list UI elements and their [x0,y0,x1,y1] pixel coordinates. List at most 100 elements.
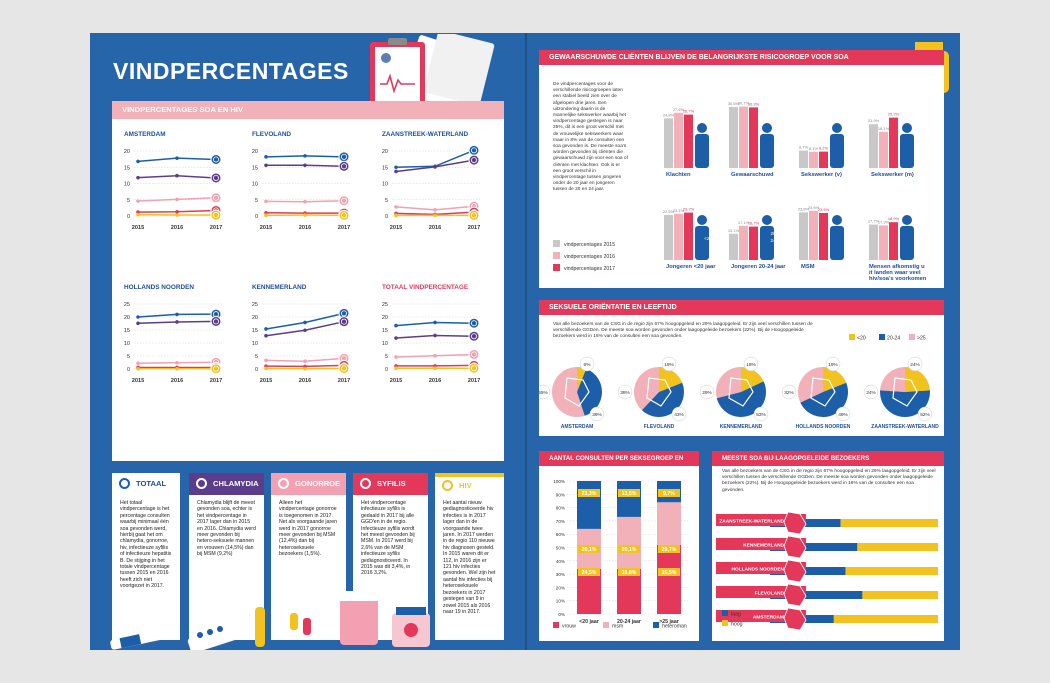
data-point-totaal [136,315,140,319]
pie-slice [716,367,741,399]
pie-value-label: 18% [746,362,756,368]
data-point-gonorroe [136,199,140,203]
y-tick-label: 70% [556,519,565,524]
region-label-bg [716,586,806,598]
pie-slice [741,367,764,392]
stacked-bar-segment [657,544,681,614]
risk-value-label: 16,7% [748,221,760,226]
y-tick-label: 15 [124,165,130,171]
end-marker-chlamydia [468,154,480,166]
risk-value-label: 13,1% [728,228,740,233]
x-tick-label: 2015 [390,378,402,384]
pie-value-label: 24% [910,362,920,368]
data-point-gonorroe [394,205,398,209]
data-point-chlamydia [433,165,437,169]
person-icon [902,123,912,133]
person-age-label: 20 [770,231,776,236]
hoog-bar [840,519,938,527]
y-tick-label: 15 [124,328,130,334]
pie-slice [880,367,905,392]
risk-bar [819,151,828,168]
end-marker-icon-chlamydia [470,333,477,340]
end-marker-icon-chlamydia [213,318,220,325]
pie-value-label: 53% [756,412,766,418]
end-marker-totaal [210,153,222,165]
x-tick-label: 2016 [299,378,311,384]
card-gonorroe: GONORROE Alleen het vindpercentage gonor… [271,473,346,640]
person-icon [832,215,842,225]
x-tick-label: 2017 [210,225,222,231]
x-tick-label: 2016 [171,225,183,231]
pie-slice [634,367,659,411]
risk-value-label: 23,7% [683,207,695,212]
end-marker-icon-totaal [213,156,220,163]
risk-bar [799,150,808,168]
data-point-totaal [303,154,307,158]
card-totaal-title: TOTAAL [136,479,167,488]
data-point-gonorroe [394,355,398,359]
data-point-chlamydia [303,163,307,168]
legend-label: 20-24 [887,336,900,342]
card-chlamydia-header: CHLAMYDIA [189,473,264,495]
value-label: 9,7% [663,491,675,497]
risk-value-label: 17,7% [868,219,880,224]
legend-swatch [849,334,855,340]
data-point-totaal [264,327,268,331]
risk-value-label: 8,1% [809,146,819,151]
consults-chart-svg: 100% 90% 80% 70% 60% 50% 40% 30% 20% 10% 0% <20 jaa… [553,479,689,630]
laag-bar [770,591,863,599]
data-point-syfilis [136,210,140,214]
card-syfilis-text: Het vindpercentage infectieuze syfilis i… [361,500,415,577]
end-marker-hiv [338,362,350,374]
data-point-hiv [136,366,140,371]
pie-value-bubble [863,384,879,400]
y-tick-label: 25 [124,302,130,308]
card-chlamydia-text: Chlamydia blijft de meest gevonden soa, … [197,500,256,558]
y-tick-label: 25 [252,302,258,308]
person-icon [695,226,709,260]
risk-bar [889,222,898,260]
y-tick-label: 60% [556,532,565,537]
risk-group-label: Jongeren <20 jaar [666,264,716,270]
risk-bar [869,224,878,260]
y-tick-label: 10 [382,182,388,188]
x-tick-label: 2015 [390,225,402,231]
pie-value-bubble [781,384,797,400]
pie-value-bubble [539,384,551,400]
card-totaal-header: TOTAAL [112,473,180,495]
data-point-hiv [264,366,268,371]
end-marker-chlamydia [338,316,350,328]
pie-slice [798,367,823,403]
pie-value-bubble [825,356,841,372]
region-map-icon [783,607,807,631]
data-point-hiv [394,366,398,371]
y-tick-label: 40% [556,559,565,564]
data-point-hiv [433,213,437,218]
x-tick-label: 2017 [468,378,480,384]
data-point-totaal [433,320,437,325]
pie-value-label: 29% [702,390,712,396]
data-point-totaal [394,323,398,328]
value-label: 26,1% [582,547,597,553]
legend-label: heteroman [662,624,687,630]
chlamydia-icon [196,478,207,489]
pie-value-bubble [753,406,769,422]
risk-bar [664,215,673,260]
risk-bar [889,117,898,168]
stacked-bar-segment [657,502,681,545]
risk-value-label: 23,8% [798,206,810,211]
card-hiv-header: HIV [435,473,504,495]
person-icon [697,215,707,225]
risk-panel-header: GEWAARSCHUWDE CLIËNTEN BLIJVEN DE BELANG… [539,50,944,65]
end-marker-icon-gonorroe [470,351,477,358]
data-point-chlamydia [136,175,140,180]
value-label-bg [618,568,640,576]
risk-chart-svg: 24,8%27,6%26,7% Klachten 30,5%30,7%30,3% Ge… [553,101,927,282]
data-point-hiv [136,212,140,217]
person-icon [762,123,772,133]
y-tick-label: 5 [385,198,388,204]
y-tick-label: 5 [127,198,130,204]
y-tick-label: 20 [124,315,130,321]
education-panel-header: MEESTE SOA BIJ LAAGOPGELEIDE BEZOEKERS [712,451,944,466]
data-point-chlamydia [175,173,179,178]
